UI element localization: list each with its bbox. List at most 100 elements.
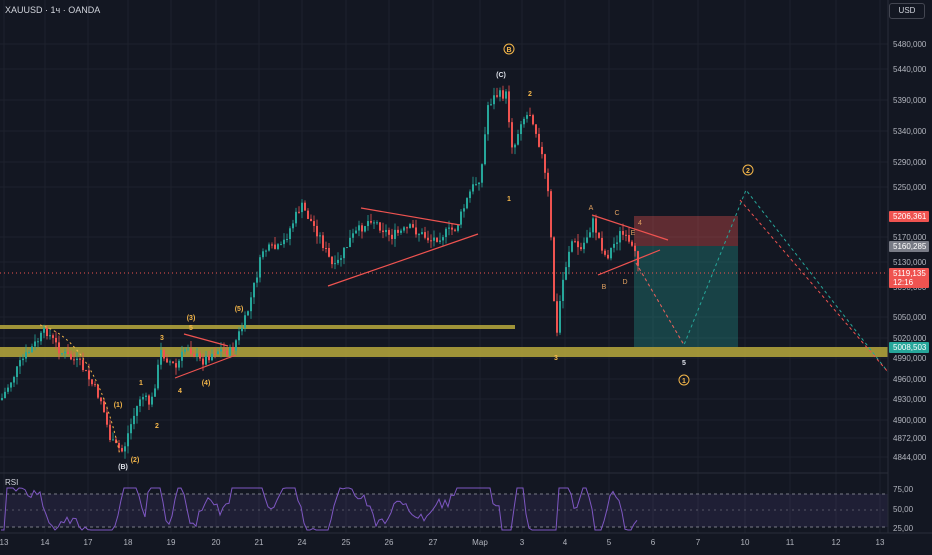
candle-body xyxy=(505,91,507,99)
candle-body xyxy=(481,164,483,183)
candle-body xyxy=(406,227,408,229)
candle-body xyxy=(352,233,354,238)
candle-body xyxy=(625,234,627,236)
candle-body xyxy=(4,391,6,399)
triangle-upper-line[interactable] xyxy=(591,214,669,241)
candle-body xyxy=(409,224,411,228)
wave-label-C: (C) xyxy=(496,72,506,79)
time-label: 14 xyxy=(41,538,50,547)
candle-body xyxy=(91,379,93,385)
candle-body xyxy=(67,351,69,355)
target-price-tag-text: 5008,503 xyxy=(893,343,927,352)
candle-body xyxy=(496,95,498,97)
candle-body xyxy=(334,263,336,265)
candle-body xyxy=(226,350,228,356)
candle-body xyxy=(424,232,426,238)
candle-body xyxy=(73,359,75,361)
candle-body xyxy=(115,439,117,444)
candle-body xyxy=(595,218,597,233)
candle-body xyxy=(307,210,309,219)
candle-body xyxy=(517,134,519,145)
candle-body xyxy=(610,247,612,259)
candle-body xyxy=(106,412,108,425)
candle-body xyxy=(202,358,204,365)
candle-body xyxy=(562,279,564,302)
candle-body xyxy=(502,90,504,99)
wave-label-2: 2 xyxy=(528,91,532,98)
trendline-upper-mid[interactable] xyxy=(360,207,461,226)
price-label: 4844,000 xyxy=(893,453,927,462)
candle-body xyxy=(301,202,303,213)
candle-body xyxy=(277,244,279,249)
candle-body xyxy=(256,277,258,283)
candle-body xyxy=(136,406,138,416)
candle-body xyxy=(130,424,132,434)
candle-body xyxy=(382,230,384,233)
wave-label-D: D xyxy=(622,279,627,286)
trendline-upper-left[interactable] xyxy=(183,333,229,347)
candle-body xyxy=(163,350,165,359)
rsi-level-label: 25,00 xyxy=(893,524,914,533)
price-label: 5050,000 xyxy=(893,313,927,322)
candle-body xyxy=(52,335,54,338)
current-price-tag xyxy=(889,268,929,288)
projection-leg-final xyxy=(739,199,889,373)
entry-price-tag-text: 5160,285 xyxy=(893,242,927,251)
stop-price-tag xyxy=(889,211,929,222)
stop-loss-box[interactable] xyxy=(634,216,738,246)
wave-label-3: 3 xyxy=(554,355,558,362)
currency-button[interactable]: USD xyxy=(889,3,925,19)
candle-body xyxy=(271,244,273,246)
candle-body xyxy=(484,134,486,165)
time-label: 20 xyxy=(212,538,221,547)
wave-label-1-left: 1 xyxy=(139,380,143,387)
candle-body xyxy=(556,301,558,333)
candle-body xyxy=(121,448,123,452)
candle-body xyxy=(283,239,285,245)
candle-body xyxy=(97,385,99,398)
candle-body xyxy=(349,237,351,248)
candle-body xyxy=(463,208,465,212)
candle-body xyxy=(223,349,225,351)
time-label: 7 xyxy=(696,538,701,547)
support-zone[interactable] xyxy=(0,347,888,357)
candle-body xyxy=(109,424,111,440)
take-profit-box[interactable] xyxy=(634,246,738,347)
candle-body xyxy=(175,363,177,368)
candle-body xyxy=(367,221,369,227)
triangle-lower-line[interactable] xyxy=(597,249,661,276)
trendline-lower-mid[interactable] xyxy=(327,233,479,287)
candle-body xyxy=(268,244,270,251)
price-label: 4900,000 xyxy=(893,416,927,425)
trendline-lower-left[interactable] xyxy=(174,354,237,379)
time-axis[interactable]: 13 14 17 18 19 20 21 24 25 26 27 Мар 3 4 5 6 7 10 11 12 13 xyxy=(0,538,885,547)
candle-body xyxy=(313,221,315,226)
candle-body xyxy=(94,384,96,386)
time-label: 18 xyxy=(124,538,133,547)
symbol-title[interactable]: XAUUSD · 1ч · OANDA xyxy=(5,5,101,15)
candle-body xyxy=(511,122,513,148)
wave-label-3-paren: (3) xyxy=(187,315,196,322)
candle-body xyxy=(103,401,105,413)
candle-body xyxy=(442,237,444,241)
price-axis[interactable]: 5480,000 5440,000 5390,000 5340,000 5290,000… xyxy=(893,40,927,462)
candle-body xyxy=(184,349,186,352)
candle-body xyxy=(436,237,438,242)
candle-body xyxy=(85,370,87,372)
price-label: 5440,000 xyxy=(893,65,927,74)
candle-body xyxy=(250,297,252,312)
candle-body xyxy=(286,239,288,241)
candle-body xyxy=(376,222,378,224)
rsi-axis[interactable]: 75,00 50,00 25,00 xyxy=(893,485,914,533)
candle-body xyxy=(370,221,372,223)
candle-body xyxy=(403,227,405,231)
resistance-zone[interactable] xyxy=(0,325,515,329)
candle-body xyxy=(43,328,45,333)
candle-body xyxy=(478,182,480,185)
time-label: 21 xyxy=(255,538,264,547)
time-label: 19 xyxy=(167,538,176,547)
candle-body xyxy=(472,184,474,192)
